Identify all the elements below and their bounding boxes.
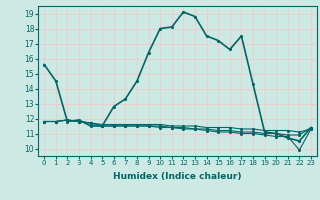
X-axis label: Humidex (Indice chaleur): Humidex (Indice chaleur) [113, 172, 242, 181]
